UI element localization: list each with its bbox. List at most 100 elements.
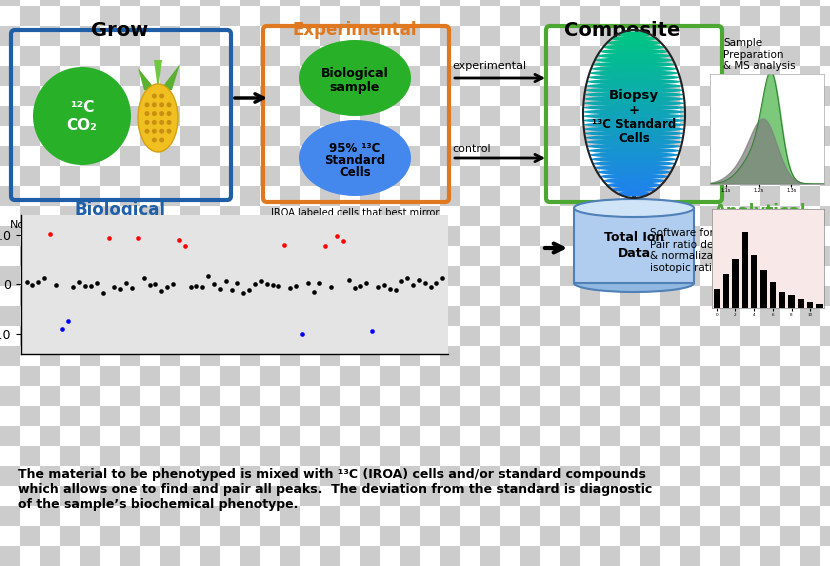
Bar [660,0,680,6]
Bar [360,6,380,26]
Bar [800,366,820,386]
Bar [800,106,820,126]
Bar [760,0,780,6]
Bar [220,86,240,106]
Bar [380,346,400,366]
Point [208,280,221,289]
Bar [700,186,720,206]
Bar [680,386,700,406]
Bar [560,86,580,106]
Bar [0,86,20,106]
Bar [640,326,660,346]
Bar [20,266,40,286]
Bar [40,126,60,146]
Bar [640,0,660,6]
Point [237,289,250,298]
Bar [800,466,820,486]
Bar [580,6,600,26]
Bar [200,86,220,106]
Bar [0,46,20,66]
Bar [720,46,740,66]
Bar [80,466,100,486]
Bar [800,86,820,106]
Bar [140,366,160,386]
Bar [60,86,80,106]
Bar [460,0,480,6]
Point [190,281,203,290]
Bar [480,346,500,366]
Bar [740,466,760,486]
Bar [20,46,40,66]
Bar [20,506,40,526]
Point [32,277,45,286]
Bar [380,226,400,246]
Bar [360,386,380,406]
Ellipse shape [299,40,411,116]
Bar [560,386,580,406]
Bar [500,66,520,86]
Bar [480,546,500,566]
Bar [800,46,820,66]
Bar [640,486,660,506]
Bar [440,466,460,486]
Bar [400,246,420,266]
Bar [760,166,780,186]
Bar [520,546,540,566]
Bar [800,226,820,246]
Bar [360,366,380,386]
Bar [520,6,540,26]
Bar [460,26,480,46]
Bar [120,346,140,366]
Bar [0,66,20,86]
Point [20,278,33,287]
Text: Experimental: Experimental [293,21,417,39]
Bar [620,446,640,466]
Bar [280,306,300,326]
Bar [760,526,780,546]
Bar [560,346,580,366]
Bar [680,26,700,46]
Bar [480,146,500,166]
Point [61,316,74,325]
Bar [40,0,60,6]
Bar [500,6,520,26]
Bar [180,426,200,446]
Bar [460,106,480,126]
Bar [780,26,800,46]
Bar [480,286,500,306]
Bar [540,546,560,566]
Text: Data: Data [618,247,651,260]
Bar [140,406,160,426]
Bar [780,326,800,346]
Bar [680,366,700,386]
Text: Normalized
Ratio: Normalized Ratio [10,220,73,242]
Bar [80,366,100,386]
Bar [100,6,120,26]
Bar [640,66,660,86]
Bar [660,146,680,166]
Bar [420,446,440,466]
Bar [320,426,340,446]
Bar [540,326,560,346]
Bar [220,166,240,186]
Bar [460,46,480,66]
Bar [740,506,760,526]
Bar [700,0,720,6]
Bar [20,126,40,146]
Bar [380,6,400,26]
Ellipse shape [584,131,684,136]
Bar [620,526,640,546]
Bar [120,26,140,46]
Bar [780,526,800,546]
Text: ¹²C: ¹²C [70,101,94,115]
Bar [360,26,380,46]
Bar [700,6,720,26]
Point [108,282,121,291]
Bar [120,0,140,6]
Bar [480,506,500,526]
Bar [380,126,400,146]
Bar [280,366,300,386]
Bar [340,0,360,6]
Bar [760,146,780,166]
Bar [360,426,380,446]
